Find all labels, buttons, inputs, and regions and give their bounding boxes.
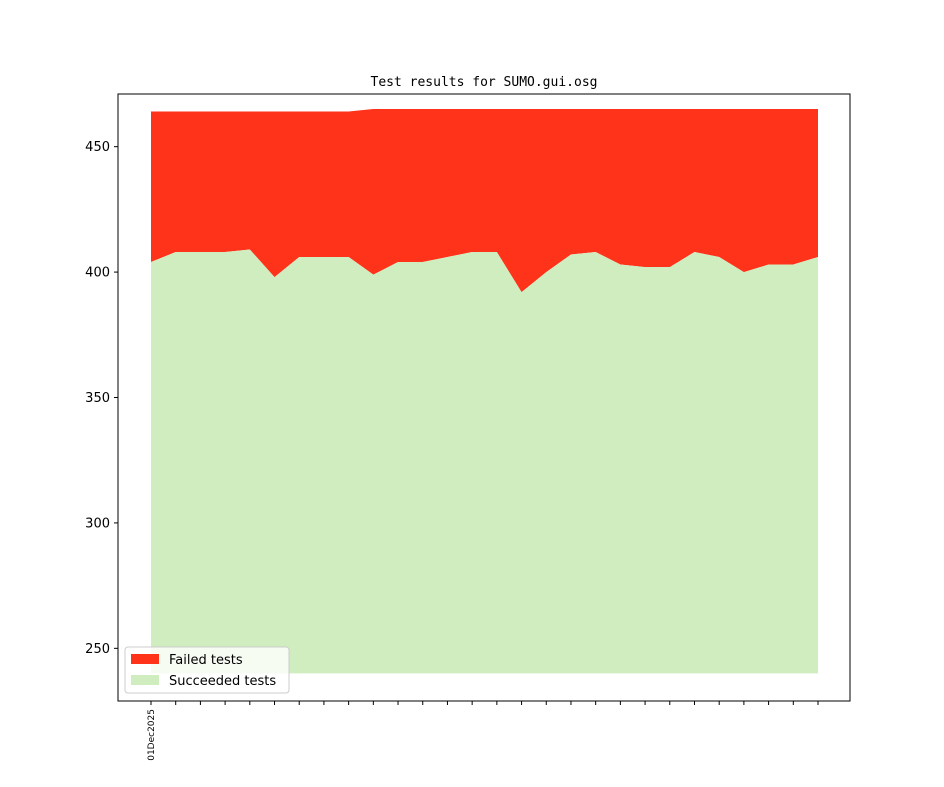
- legend-swatch-succeeded: [131, 675, 159, 685]
- y-tick-label: 450: [85, 140, 110, 155]
- legend-swatch-failed: [131, 654, 159, 664]
- chart-title: Test results for SUMO.gui.osg: [371, 75, 598, 90]
- y-tick-label: 250: [85, 642, 110, 657]
- legend-box: [124, 646, 290, 694]
- y-tick-label: 400: [85, 266, 110, 281]
- y-tick-label: 300: [85, 516, 110, 531]
- succeeded-tests-area: [151, 249, 818, 674]
- y-tick-label: 350: [85, 391, 110, 406]
- legend-label-succeeded: Succeeded tests: [169, 674, 276, 689]
- legend: Failed tests Succeeded tests: [124, 646, 290, 694]
- failed-tests-area: [151, 109, 818, 293]
- x-tick-label: 01Dec2025: [147, 709, 157, 761]
- plot-area: [151, 109, 818, 674]
- axes: 250 300 350 400 450 01Dec2025: [85, 93, 851, 761]
- legend-label-failed: Failed tests: [169, 653, 243, 668]
